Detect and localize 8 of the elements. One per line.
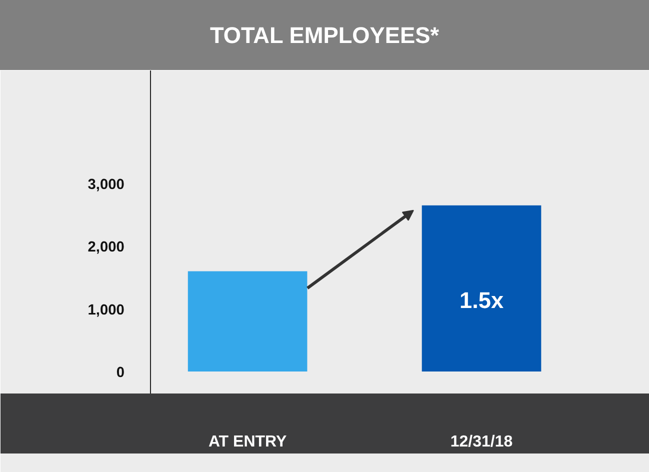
y-tick-label: 1,000 <box>88 302 124 318</box>
chart-title: TOTAL EMPLOYEES* <box>210 21 440 50</box>
y-tick-label: 3,000 <box>88 176 124 193</box>
x-tick-label: 12/31/18 <box>450 434 513 450</box>
annotation: 1.5x <box>459 287 504 314</box>
y-tick-label: 2,000 <box>88 240 124 256</box>
x-tick-label: AT ENTRY <box>208 434 287 450</box>
y-tick-label: 0 <box>116 365 124 382</box>
